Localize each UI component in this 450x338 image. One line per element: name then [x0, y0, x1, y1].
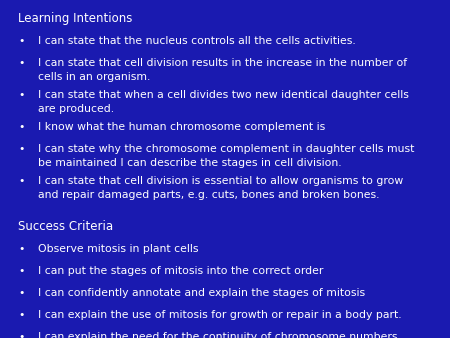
- Text: I can put the stages of mitosis into the correct order: I can put the stages of mitosis into the…: [38, 266, 324, 276]
- Text: are produced.: are produced.: [38, 104, 114, 114]
- Text: Success Criteria: Success Criteria: [18, 220, 113, 233]
- Text: •: •: [18, 122, 24, 132]
- Text: •: •: [18, 288, 24, 298]
- Text: •: •: [18, 244, 24, 254]
- Text: I can state that cell division results in the increase in the number of: I can state that cell division results i…: [38, 58, 407, 68]
- Text: be maintained I can describe the stages in cell division.: be maintained I can describe the stages …: [38, 158, 342, 168]
- Text: •: •: [18, 36, 24, 46]
- Text: I can explain the need for the continuity of chromosome numbers.: I can explain the need for the continuit…: [38, 332, 401, 338]
- Text: I can state that cell division is essential to allow organisms to grow: I can state that cell division is essent…: [38, 176, 403, 186]
- Text: I can state that the nucleus controls all the cells activities.: I can state that the nucleus controls al…: [38, 36, 356, 46]
- Text: •: •: [18, 332, 24, 338]
- Text: and repair damaged parts, e.g. cuts, bones and broken bones.: and repair damaged parts, e.g. cuts, bon…: [38, 190, 379, 200]
- Text: I can state why the chromosome complement in daughter cells must: I can state why the chromosome complemen…: [38, 144, 414, 154]
- Text: I can state that when a cell divides two new identical daughter cells: I can state that when a cell divides two…: [38, 90, 409, 100]
- Text: •: •: [18, 144, 24, 154]
- Text: I can confidently annotate and explain the stages of mitosis: I can confidently annotate and explain t…: [38, 288, 365, 298]
- Text: •: •: [18, 90, 24, 100]
- Text: •: •: [18, 176, 24, 186]
- Text: I know what the human chromosome complement is: I know what the human chromosome complem…: [38, 122, 325, 132]
- Text: I can explain the use of mitosis for growth or repair in a body part.: I can explain the use of mitosis for gro…: [38, 310, 401, 320]
- Text: Observe mitosis in plant cells: Observe mitosis in plant cells: [38, 244, 198, 254]
- Text: •: •: [18, 310, 24, 320]
- Text: Learning Intentions: Learning Intentions: [18, 12, 132, 25]
- Text: •: •: [18, 58, 24, 68]
- Text: cells in an organism.: cells in an organism.: [38, 72, 150, 82]
- Text: •: •: [18, 266, 24, 276]
